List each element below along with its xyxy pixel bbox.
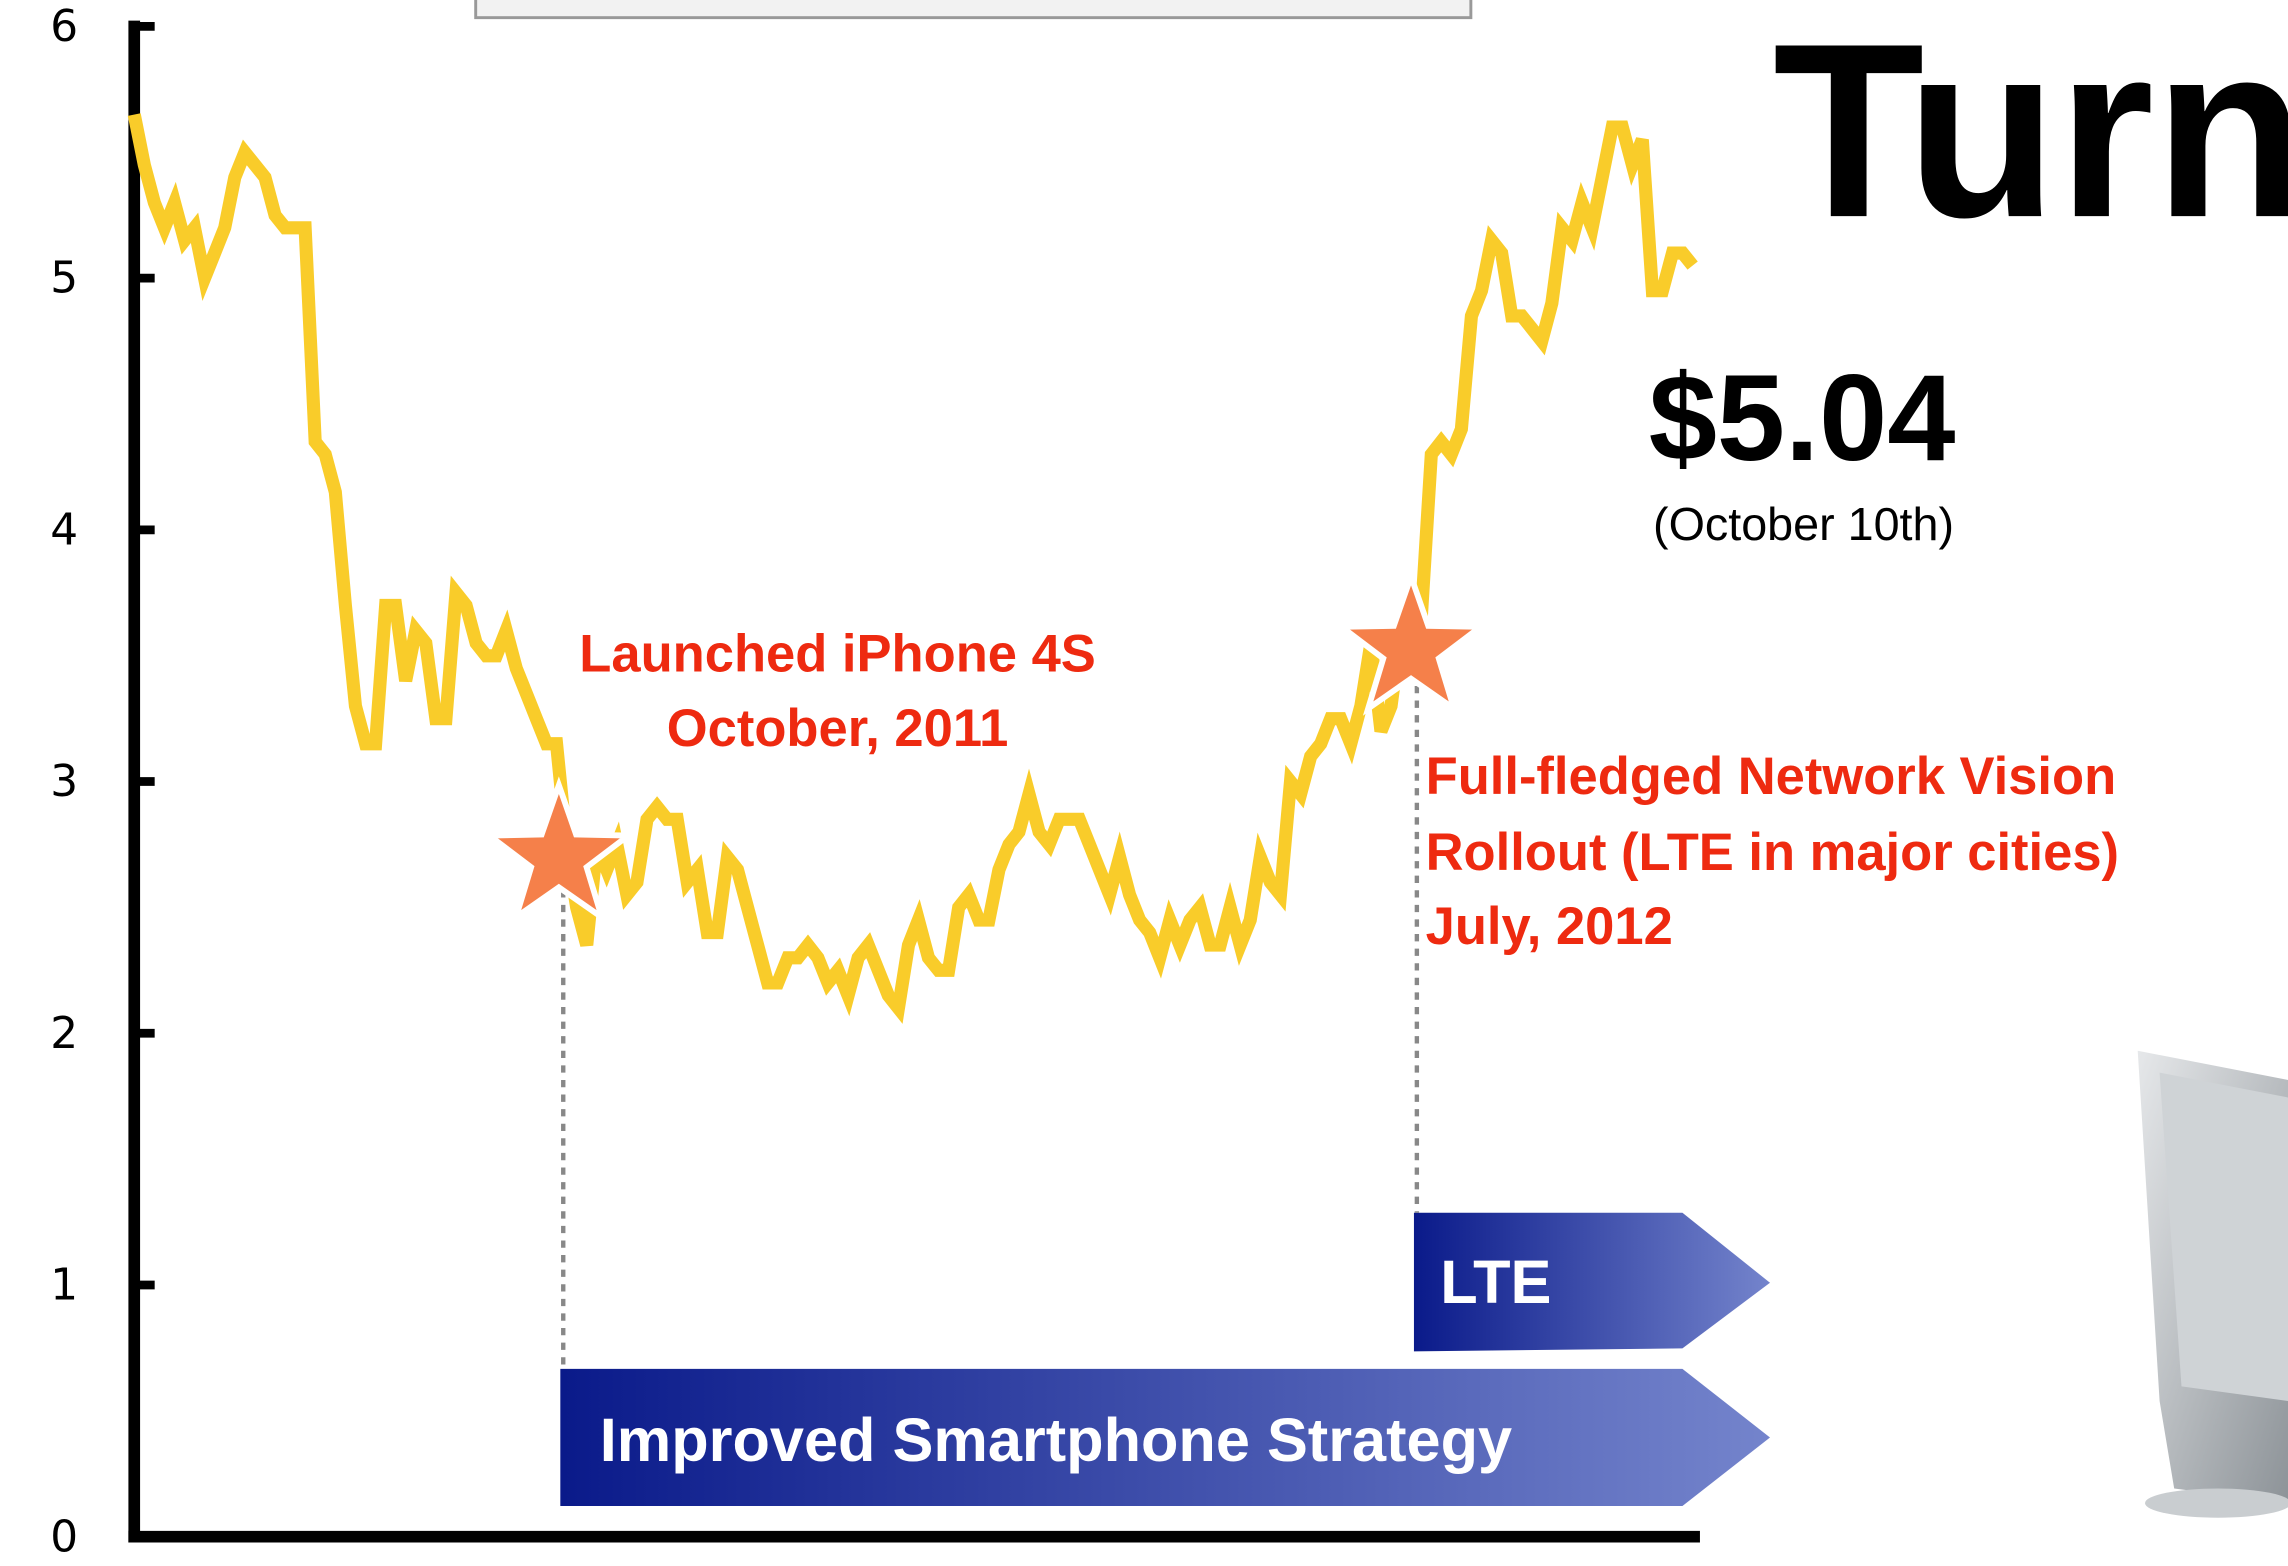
slide-title: Turn: [1773, 0, 2288, 269]
chart: LTE Improved Smartphone Strategy 0 1 2 3 4 5 6…: [0, 0, 2288, 1566]
page: {"chart_data": {"type": "line", "title":…: [0, 0, 2288, 1566]
phase-label: Improved Smartphone Strategy: [600, 1406, 1512, 1474]
annotation: Launched iPhone 4S: [579, 624, 1096, 683]
phase-label: LTE: [1440, 1248, 1551, 1316]
annotation: October, 2011: [667, 699, 1009, 758]
y-tick-label: 3: [50, 756, 78, 807]
monitor-image: [2138, 1051, 2288, 1518]
annotation: Rollout (LTE in major cities): [1426, 823, 2119, 882]
event-star: [489, 785, 628, 917]
top-frame: [476, 0, 1471, 18]
y-tick-label: 0: [50, 1511, 78, 1562]
annotation: July, 2012: [1426, 897, 1673, 956]
annotation: Full-fledged Network Vision: [1426, 747, 2117, 806]
y-tick-label: 4: [50, 504, 78, 555]
y-tick-label: 5: [50, 253, 78, 304]
y-tick-label: 6: [50, 1, 78, 52]
y-tick-label: 2: [50, 1008, 78, 1059]
price-date: (October 10th): [1653, 498, 1954, 550]
y-tick-label: 1: [50, 1260, 78, 1311]
price-label: $5.04: [1649, 349, 1956, 486]
